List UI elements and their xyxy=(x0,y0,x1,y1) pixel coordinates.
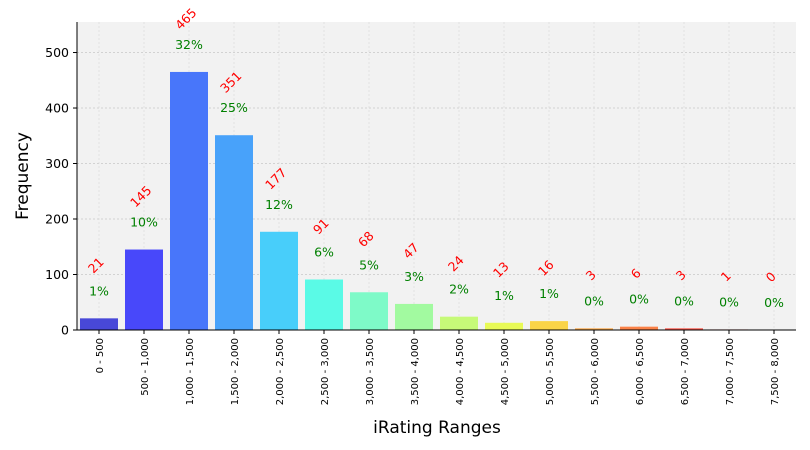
x-tick-label: 4,500 - 5,000 xyxy=(500,338,511,405)
x-tick-label: 5,500 - 6,000 xyxy=(590,338,601,405)
percent-label: 1% xyxy=(494,288,514,303)
bar xyxy=(665,328,703,330)
percent-label: 2% xyxy=(449,282,469,297)
y-tick-label: 500 xyxy=(45,45,69,60)
percent-label: 6% xyxy=(314,244,334,259)
bar xyxy=(305,279,343,330)
bar xyxy=(395,303,433,330)
bar xyxy=(125,249,163,330)
y-axis-label: Frequency xyxy=(13,132,33,220)
percent-label: 0% xyxy=(629,292,649,307)
percent-label: 32% xyxy=(175,37,203,52)
x-tick-label: 0 - 500 xyxy=(95,338,106,373)
bar xyxy=(350,292,388,330)
y-ticks-group: 0 100 200 300 400 500 xyxy=(45,45,77,338)
percent-label: 5% xyxy=(359,257,379,272)
bar xyxy=(215,135,253,330)
bar xyxy=(485,322,523,330)
bars-group xyxy=(80,71,748,330)
bar xyxy=(620,326,658,330)
x-ticks-group: 0 - 500 500 - 1,000 1,000 - 1,500 1,500 - 2… xyxy=(95,330,781,405)
bar xyxy=(530,321,568,330)
x-tick-label: 1,500 - 2,000 xyxy=(230,338,241,405)
x-tick-label: 7,500 - 8,000 xyxy=(770,338,781,405)
y-tick-label: 0 xyxy=(61,323,69,338)
bar xyxy=(440,316,478,330)
percent-label: 1% xyxy=(89,283,109,298)
percent-label: 0% xyxy=(719,294,739,309)
y-tick-label: 100 xyxy=(45,267,69,282)
percent-label: 0% xyxy=(764,295,784,310)
x-tick-label: 6,500 - 7,000 xyxy=(680,338,691,405)
percent-label: 25% xyxy=(220,100,248,115)
bar xyxy=(575,328,613,330)
x-tick-label: 3,500 - 4,000 xyxy=(410,338,421,405)
x-tick-label: 7,000 - 7,500 xyxy=(725,338,736,405)
x-tick-label: 3,000 - 3,500 xyxy=(365,338,376,405)
bar xyxy=(80,318,118,330)
x-tick-label: 2,500 - 3,000 xyxy=(320,338,331,405)
x-tick-label: 500 - 1,000 xyxy=(140,338,151,396)
bar xyxy=(170,71,208,330)
y-tick-label: 300 xyxy=(45,156,69,171)
x-axis-label: iRating Ranges xyxy=(373,418,501,438)
x-tick-label: 6,000 - 6,500 xyxy=(635,338,646,405)
x-tick-label: 4,000 - 4,500 xyxy=(455,338,466,405)
percent-label: 0% xyxy=(674,293,694,308)
percent-label: 3% xyxy=(404,269,424,284)
bar xyxy=(260,231,298,330)
percent-label: 1% xyxy=(539,286,559,301)
y-tick-label: 200 xyxy=(45,212,69,227)
x-tick-label: 5,000 - 5,500 xyxy=(545,338,556,405)
percent-label: 0% xyxy=(584,293,604,308)
percent-label: 12% xyxy=(265,197,293,212)
x-tick-label: 2,000 - 2,500 xyxy=(275,338,286,405)
percent-label: 10% xyxy=(130,215,158,230)
y-tick-label: 400 xyxy=(45,101,69,116)
x-tick-label: 1,000 - 1,500 xyxy=(185,338,196,405)
